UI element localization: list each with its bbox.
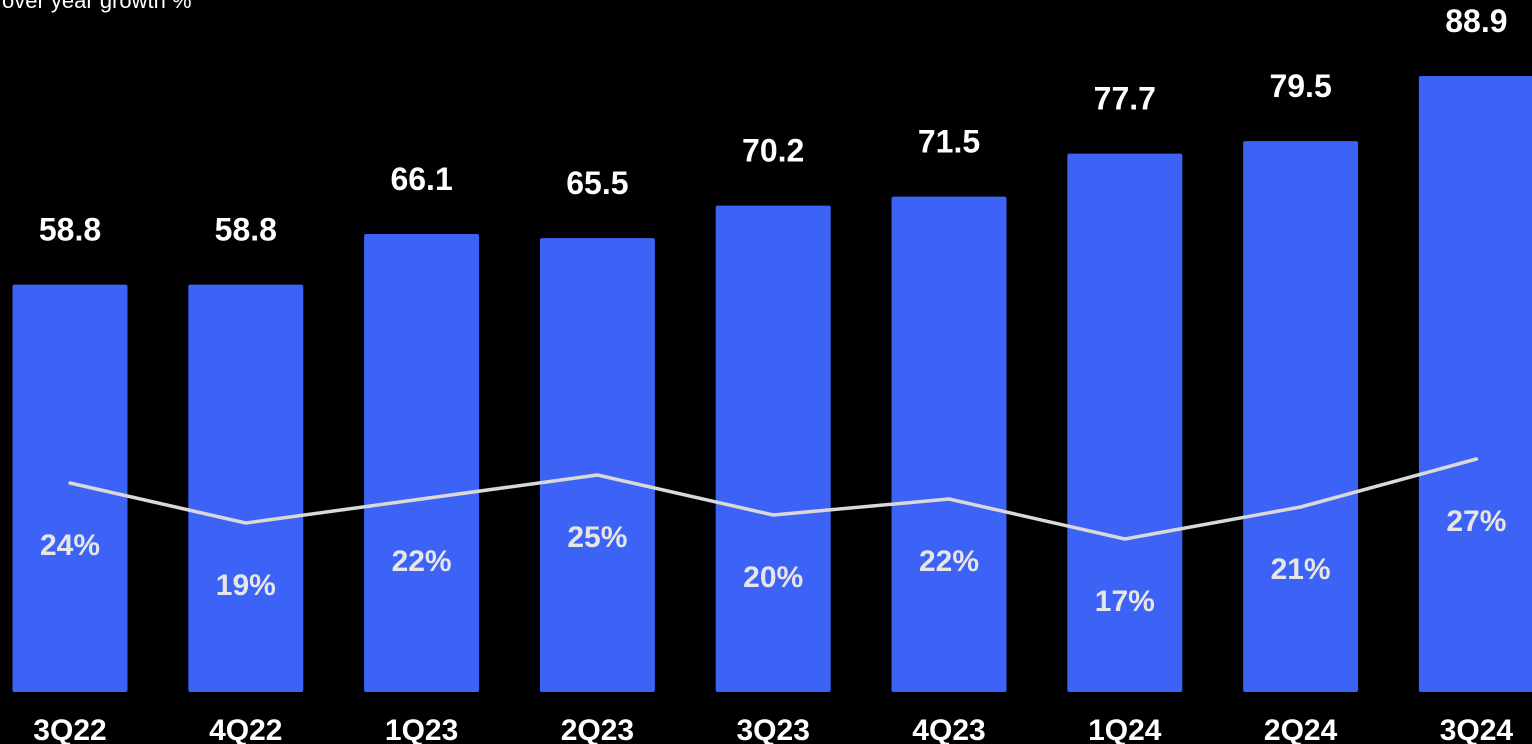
- bar: [364, 234, 480, 692]
- value-label: 66.1: [390, 161, 452, 197]
- growth-label: 20%: [743, 561, 803, 594]
- growth-label: 22%: [392, 545, 452, 578]
- category-label: 3Q22: [33, 714, 106, 744]
- category-label: 2Q24: [1264, 714, 1338, 744]
- category-label: 2Q23: [561, 714, 634, 744]
- growth-label: 22%: [919, 545, 979, 578]
- category-label: 4Q22: [209, 714, 282, 744]
- growth-label: 25%: [567, 521, 627, 554]
- bar: [1418, 76, 1532, 692]
- category-label: 1Q24: [1088, 714, 1162, 744]
- value-label: 65.5: [566, 165, 628, 201]
- growth-label: 27%: [1446, 505, 1506, 538]
- bar: [891, 196, 1007, 692]
- value-label: 88.9: [1445, 3, 1507, 39]
- growth-label: 21%: [1271, 553, 1331, 586]
- value-label: 58.8: [215, 212, 277, 248]
- value-label: 71.5: [918, 124, 980, 160]
- category-label: 3Q24: [1440, 714, 1514, 744]
- growth-label: 17%: [1095, 585, 1155, 618]
- category-label: 4Q23: [912, 714, 985, 744]
- bar: [1067, 153, 1183, 693]
- growth-label: 24%: [40, 529, 100, 562]
- value-label: 70.2: [742, 133, 804, 169]
- growth-label: 19%: [216, 569, 276, 602]
- bar: [12, 284, 128, 692]
- bar: [188, 284, 304, 692]
- chart-subtitle: over year growth %: [2, 0, 192, 13]
- value-label: 58.8: [39, 212, 101, 248]
- value-label: 79.5: [1269, 68, 1331, 104]
- bar: [715, 205, 831, 692]
- growth-line: [68, 457, 1479, 541]
- value-label: 77.7: [1094, 81, 1156, 117]
- category-label: 1Q23: [385, 714, 458, 744]
- bar: [1243, 141, 1359, 693]
- category-label: 3Q23: [737, 714, 810, 744]
- bar: [539, 238, 655, 692]
